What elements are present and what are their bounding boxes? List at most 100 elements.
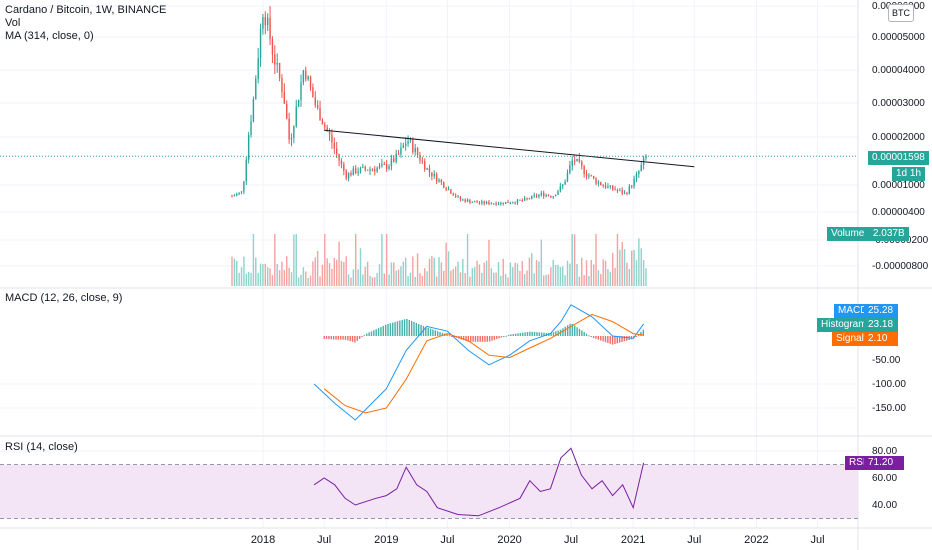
- macd-histogram-bar: [340, 336, 342, 340]
- candle-body: [488, 201, 490, 205]
- macd-histogram-bar: [375, 329, 377, 336]
- candle-body: [404, 143, 407, 146]
- candle-body: [635, 173, 638, 179]
- macd-histogram-bar: [470, 336, 472, 342]
- macd-histogram-bar: [323, 336, 325, 339]
- volume-bar: [523, 274, 526, 286]
- volume-bar: [476, 260, 478, 286]
- volume-bar: [395, 270, 397, 286]
- signal-tag-label: Signal: [836, 333, 864, 344]
- volume-bar: [464, 273, 466, 286]
- volume-bar: [404, 257, 407, 286]
- rsi-pane: [0, 447, 858, 519]
- volume-bar: [252, 234, 255, 286]
- macd-histogram-bar: [408, 319, 410, 336]
- macd-histogram-bar: [491, 336, 493, 341]
- candle-body: [531, 195, 533, 199]
- volume-bar: [328, 263, 331, 286]
- macd-histogram-bar: [392, 322, 394, 336]
- candle-body: [288, 118, 290, 140]
- time-axis-tick: 2021: [621, 534, 645, 546]
- macd-histogram-bar: [465, 336, 467, 341]
- macd-value-tag: 25.28: [864, 304, 898, 318]
- volume-bar: [545, 274, 547, 286]
- volume-bar: [547, 274, 550, 286]
- rsi-legend-title[interactable]: RSI (14, close): [5, 441, 78, 453]
- volume-bar: [609, 271, 612, 286]
- candle-body: [471, 201, 474, 203]
- volume-bar: [321, 264, 324, 286]
- volume-bar: [576, 263, 578, 286]
- candle-body: [431, 172, 433, 177]
- volume-bar: [573, 234, 576, 286]
- volume-bar: [581, 257, 583, 286]
- rsi-tag: RSI: [845, 456, 870, 470]
- candle-body: [611, 185, 614, 190]
- macd-histogram-bar: [436, 331, 439, 336]
- currency-button[interactable]: BTC: [888, 4, 914, 22]
- candle-body: [483, 201, 485, 204]
- candle-body: [638, 171, 640, 174]
- candle-body: [645, 155, 647, 159]
- macd-histogram-bar: [564, 326, 567, 336]
- volume-bar: [281, 261, 283, 286]
- macd-histogram-bar: [626, 336, 628, 341]
- candle-body: [445, 187, 447, 190]
- volume-bar: [233, 258, 236, 286]
- volume-bar: [416, 253, 419, 286]
- candle-body: [631, 186, 633, 188]
- volume-bar: [231, 256, 233, 286]
- candle-body: [581, 161, 583, 167]
- candle-body: [366, 169, 369, 171]
- candle-body: [597, 182, 600, 184]
- symbol-title[interactable]: Cardano / Bitcoin, 1W, BINANCE: [5, 4, 167, 16]
- volume-bar: [454, 266, 457, 286]
- macd-histogram-bar: [354, 336, 356, 343]
- volume-bar: [295, 234, 297, 286]
- volume-bar: [262, 264, 264, 286]
- volume-bar: [500, 275, 502, 286]
- histogram-tag-value: 23.18: [868, 319, 894, 330]
- volume-bar: [266, 267, 269, 286]
- candle-body: [538, 194, 540, 197]
- volume-bars: [231, 234, 647, 286]
- time-axis-tick: 2022: [744, 534, 768, 546]
- candle-body: [374, 169, 376, 172]
- volume-bar: [623, 249, 626, 286]
- macd-histogram-bar: [477, 336, 479, 342]
- candle-body: [269, 17, 271, 40]
- candle-body: [557, 191, 559, 195]
- macd-histogram-bar: [618, 336, 621, 343]
- volume-bar: [293, 234, 295, 286]
- volume-bar: [338, 241, 340, 286]
- volume-bar: [283, 270, 286, 286]
- macd-histogram-bar: [488, 336, 491, 342]
- volume-bar: [585, 260, 588, 286]
- volume-bar: [592, 264, 595, 286]
- candle-body: [428, 168, 431, 173]
- ma-legend[interactable]: MA (314, close, 0): [5, 30, 94, 42]
- volume-bar: [409, 272, 412, 286]
- candle-body: [264, 17, 267, 26]
- volume-bar: [604, 260, 607, 286]
- macd-legend-title[interactable]: MACD (12, 26, close, 9): [5, 292, 123, 304]
- time-axis-tick: 2020: [497, 534, 521, 546]
- volume-legend[interactable]: Vol: [5, 17, 21, 29]
- macd-histogram-bar: [370, 331, 373, 336]
- macd-histogram-bar: [467, 336, 470, 342]
- candle-body: [385, 164, 388, 169]
- macd-histogram-bar: [614, 336, 616, 344]
- candle-body: [390, 158, 393, 167]
- candle-body: [585, 173, 588, 176]
- volume-bar: [645, 268, 647, 286]
- macd-histogram-bar: [325, 336, 328, 339]
- macd-histogram-bar: [337, 336, 340, 340]
- volume-bar: [450, 270, 452, 286]
- macd-histogram-bar: [358, 336, 361, 339]
- candle-body: [364, 166, 366, 170]
- candle-body: [414, 148, 416, 153]
- volume-bar: [640, 248, 642, 286]
- candle-body: [512, 202, 514, 204]
- macd-axis-tick: -50.00: [872, 355, 901, 366]
